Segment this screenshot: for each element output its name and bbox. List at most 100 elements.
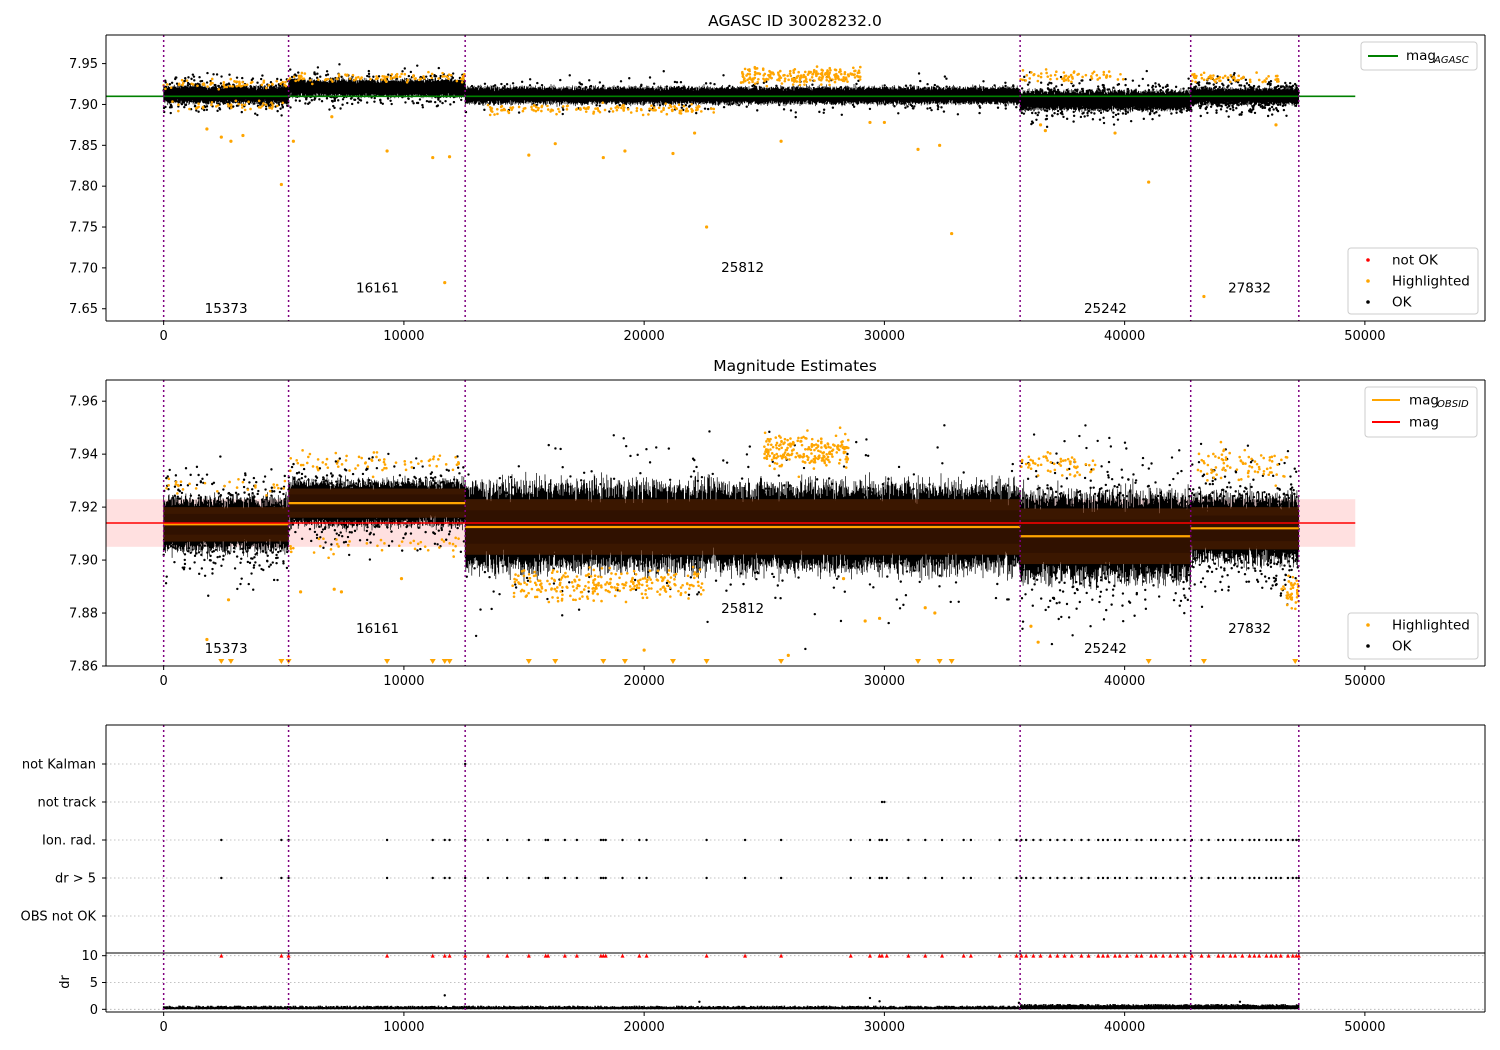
panel2-ok-point [275,553,278,557]
panel2-ok-point [245,550,248,553]
panel1-highlighted-point [1265,77,1268,80]
panel1-ok-point [1174,98,1177,101]
panel1-highlighted-point [337,73,341,76]
panel1-ok-point [1004,81,1007,84]
panel1-ok-point [589,84,593,88]
panel2-ok-point [1172,477,1175,481]
panel2-ok-point [761,557,765,560]
panel1-ok-point [355,89,358,92]
panel2-ok-point [314,479,318,482]
panel1-ok-point [195,109,198,112]
panel1-ok-point [1283,97,1286,100]
panel2-ok-point [1078,600,1081,604]
panel1-ok-point [290,83,293,86]
panel1-highlighted-point [746,68,750,72]
panel1-ok-point [616,85,619,88]
panel1-highlighted-point [839,72,843,76]
panel1-ok-point [684,92,687,95]
panel1-ok-point [978,111,981,115]
panel1-ok-point [262,93,265,96]
panel1-ok-point [968,87,972,91]
panel1-ok-point [899,96,902,99]
panel1-ok-point [1183,102,1187,105]
panel2-ok-point [255,480,258,484]
panel2-ok-point [248,561,252,565]
panel1-highlighted-point [185,79,189,82]
panel1-ok-point [1286,93,1289,96]
panel1-highlighted-point [770,71,774,74]
panel1-highlighted-point [279,82,282,86]
panel1-highlighted-point [803,83,806,86]
panel1-highlighted-outlier [692,131,697,135]
panel1-ok-point [1012,87,1015,91]
panel1-ok-point [1231,102,1235,105]
panel1-highlighted-point [652,106,656,109]
panel1-ok-point [447,88,450,92]
panel2-ok-point [1078,434,1081,438]
panel2-ok-point [561,614,564,617]
panel2-ok-point [1085,446,1088,450]
panel2-ok-point [247,582,250,586]
panel2-ok-point [267,565,271,568]
panel1-ok-point [439,74,442,78]
panel2-ok-point [912,487,915,491]
panel2-ok-point [277,550,280,554]
panel1-ok-point [1086,96,1089,100]
panel2-ok-point [579,479,583,482]
panel1-ok-point [518,88,522,92]
panel1-ok-point [1201,99,1205,103]
panel2-ok-point [509,475,513,479]
panel1-ok-point [663,100,667,103]
panel2-ok-point [279,549,282,553]
panel1-ok-point [1282,88,1286,92]
panel2-ok-point [365,529,369,533]
panel1-ok-point [190,77,193,81]
panel2-ok-point [355,482,358,485]
panel1-ok-point [899,99,903,103]
panel2-ok-point [832,586,836,589]
panel1-ok-point [1232,108,1235,112]
panel2-ok-point [577,608,581,611]
panel1-ok-point [1233,92,1236,96]
panel1-ok-point [893,88,896,92]
panel1-ok-point [940,106,943,109]
panel1-ok-point [403,87,407,91]
panel1-ok-point [385,91,389,94]
panel1-ok-point [350,102,354,106]
panel2-ok-point [198,544,201,547]
panel2-ok-point [265,542,269,545]
panel1-highlighted-point [499,105,503,109]
panel2-ok-point [772,575,776,579]
panel1-ok-point [841,102,844,106]
panel1-ok-point [1020,111,1024,115]
panel1-highlighted-point [834,76,838,79]
panel1-ok-point [425,99,429,103]
panel2-ok-point [781,579,784,582]
panel1-highlighted-point [1021,69,1025,72]
panel1-ok-point [647,97,650,101]
panel2-ok-point [753,571,757,575]
panel1-ok-point [1055,104,1059,107]
panel2-ok-point [1099,590,1103,593]
panel1-ok-point [783,88,786,92]
panel2-ok-point [843,590,847,593]
panel1-ok-point [789,109,793,112]
panel1-ok-point [301,93,305,96]
panel2-ok-point [665,581,669,585]
panel1-ok-point [247,102,251,105]
panel2-ok-point [808,496,812,500]
panel1-ok-point [212,73,215,76]
panel1-ok-point [1086,111,1089,115]
panel1-ok-point [364,89,367,92]
panel2-ok-point [1079,493,1082,497]
panel2-ok-point [456,466,460,469]
panel2-ok-point [200,553,203,557]
panel2-ok-point [430,471,434,474]
panel2-ok-point [361,472,365,476]
panel1-ok-point [433,100,437,104]
panel1-ok-point [353,93,356,96]
panel1-highlighted-point [288,77,292,80]
panel1-ok-point [1220,104,1223,108]
panel1-x-tick-label: 30000 [864,329,905,344]
panel2-ok-point [764,487,767,490]
